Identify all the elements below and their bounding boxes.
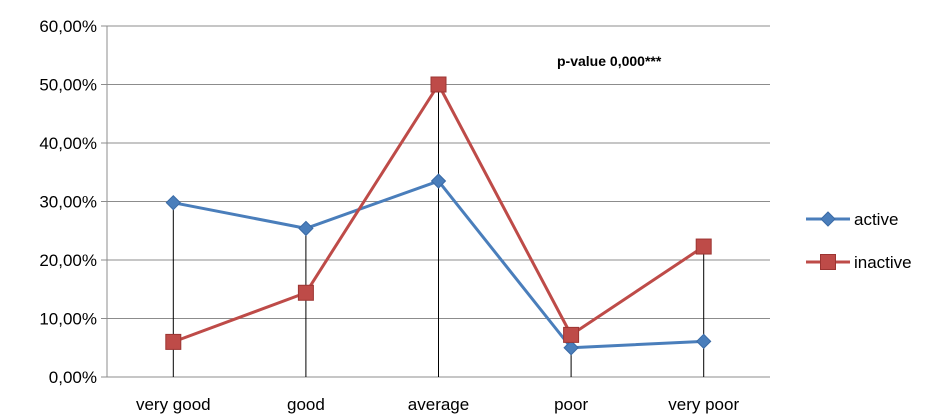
p-value-annotation: p-value 0,000***	[557, 53, 662, 69]
x-tick-label: very poor	[668, 395, 739, 414]
x-tick-label: very good	[136, 395, 211, 414]
data-point-inactive	[430, 76, 447, 93]
y-tick-label: 40,00%	[39, 134, 97, 153]
y-axis: 0,00% 10,00% 20,00% 30,00% 40,00% 50,00% 60,00…	[39, 17, 108, 387]
y-tick-label: 0,00%	[49, 368, 97, 387]
x-tick-label: good	[287, 395, 325, 414]
y-tick-label: 20,00%	[39, 251, 97, 270]
data-point-inactive	[297, 284, 314, 301]
x-axis: very good good average poor very poor	[107, 376, 770, 414]
x-tick-label: average	[408, 395, 469, 414]
legend-marker-inactive	[820, 254, 836, 270]
data-point-active	[298, 220, 314, 237]
x-tick-label: poor	[554, 395, 588, 414]
data-point-inactive	[563, 326, 580, 343]
series-layer	[165, 76, 712, 356]
legend-marker-active	[820, 211, 836, 227]
data-point-active	[430, 173, 447, 189]
data-point-active	[165, 194, 182, 211]
y-tick-label: 10,00%	[39, 310, 97, 329]
data-point-inactive	[695, 238, 712, 255]
y-tick-label: 50,00%	[39, 76, 97, 95]
data-point-active	[695, 333, 712, 350]
legend-label-active: active	[854, 210, 898, 229]
legend: active inactive	[806, 210, 912, 272]
y-tick-label: 30,00%	[39, 193, 97, 212]
data-point-inactive	[165, 333, 182, 350]
drop-lines	[172, 84, 705, 377]
data-point-active	[563, 340, 579, 356]
y-tick-label: 60,00%	[39, 17, 97, 36]
legend-label-inactive: inactive	[854, 253, 912, 272]
